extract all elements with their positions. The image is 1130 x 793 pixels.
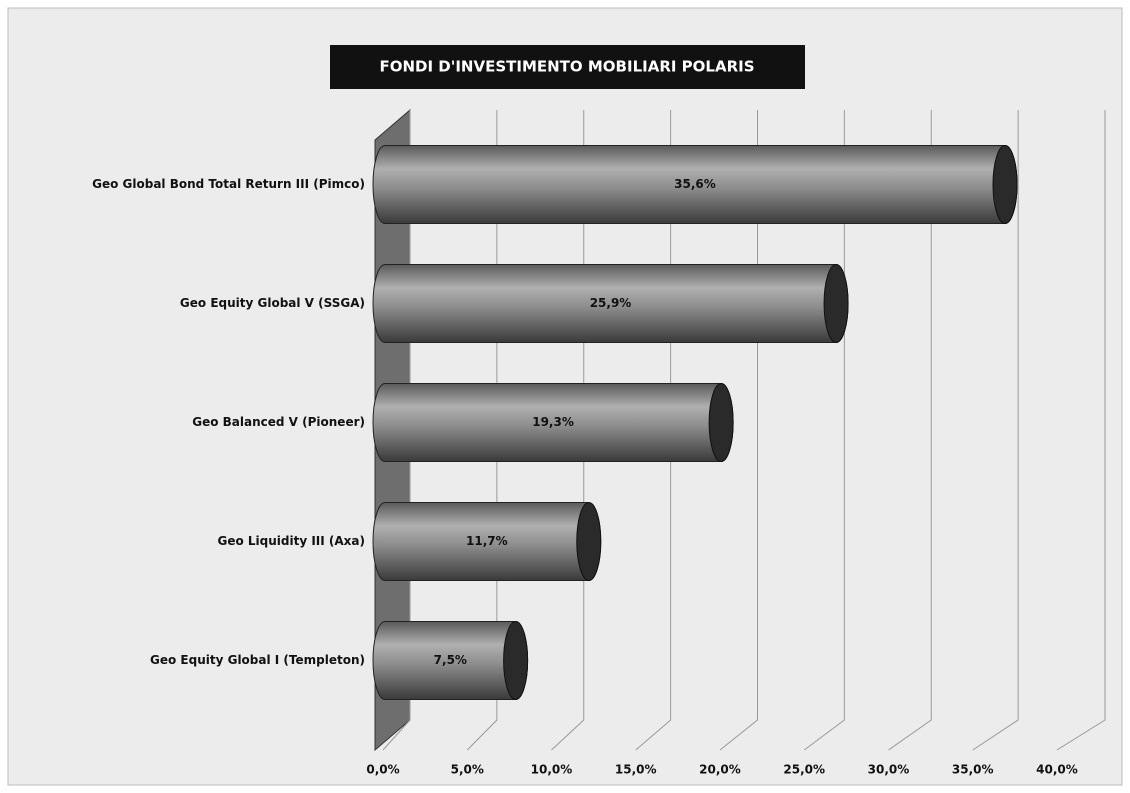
y-tick-label: Geo Equity Global V (SSGA) (180, 296, 365, 310)
x-tick-label: 0,0% (366, 763, 399, 777)
x-tick-label: 20,0% (699, 763, 741, 777)
value-label: 19,3% (532, 415, 574, 429)
y-tick-label: Geo Liquidity III (Axa) (217, 534, 365, 548)
grid-line (972, 110, 1019, 751)
x-tick-label: 25,0% (783, 763, 825, 777)
value-label: 35,6% (674, 177, 716, 191)
y-tick-label: Geo Equity Global I (Templeton) (150, 653, 365, 667)
value-label: 11,7% (466, 534, 508, 548)
bar-cap (992, 145, 1018, 224)
grid-line (888, 110, 932, 751)
title-box (330, 45, 805, 89)
x-tick-label: 35,0% (952, 763, 994, 777)
bar-cap (576, 502, 602, 581)
value-label: 25,9% (590, 296, 632, 310)
y-tick-label: Geo Balanced V (Pioneer) (192, 415, 365, 429)
x-tick-label: 30,0% (868, 763, 910, 777)
chart-title: FONDI D'INVESTIMENTO MOBILIARI POLARIS (379, 58, 754, 76)
bar-cap (708, 383, 734, 462)
bar-cap (503, 621, 529, 700)
x-tick-label: 10,0% (531, 763, 573, 777)
x-tick-label: 5,0% (451, 763, 484, 777)
x-tick-label: 15,0% (615, 763, 657, 777)
x-tick-label: 40,0% (1036, 763, 1078, 777)
bar-cap (823, 264, 849, 343)
value-label: 7,5% (434, 653, 467, 667)
grid-line (1056, 110, 1106, 751)
y-tick-label: Geo Global Bond Total Return III (Pimco) (92, 177, 365, 191)
